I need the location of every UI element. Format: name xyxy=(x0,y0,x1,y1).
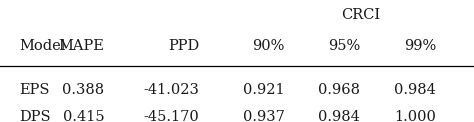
Text: 1.000: 1.000 xyxy=(394,110,436,122)
Text: 0.415: 0.415 xyxy=(63,110,104,122)
Text: -41.023: -41.023 xyxy=(143,83,199,97)
Text: DPS: DPS xyxy=(19,110,51,122)
Text: 0.921: 0.921 xyxy=(243,83,284,97)
Text: 99%: 99% xyxy=(404,39,436,53)
Text: 95%: 95% xyxy=(328,39,360,53)
Text: 0.984: 0.984 xyxy=(319,110,360,122)
Text: 0.968: 0.968 xyxy=(318,83,360,97)
Text: MAPE: MAPE xyxy=(58,39,104,53)
Text: -45.170: -45.170 xyxy=(143,110,199,122)
Text: 90%: 90% xyxy=(252,39,284,53)
Text: EPS: EPS xyxy=(19,83,49,97)
Text: PPD: PPD xyxy=(168,39,199,53)
Text: Model: Model xyxy=(19,39,65,53)
Text: 0.937: 0.937 xyxy=(243,110,284,122)
Text: CRCI: CRCI xyxy=(341,8,380,22)
Text: 0.388: 0.388 xyxy=(62,83,104,97)
Text: 0.984: 0.984 xyxy=(394,83,436,97)
